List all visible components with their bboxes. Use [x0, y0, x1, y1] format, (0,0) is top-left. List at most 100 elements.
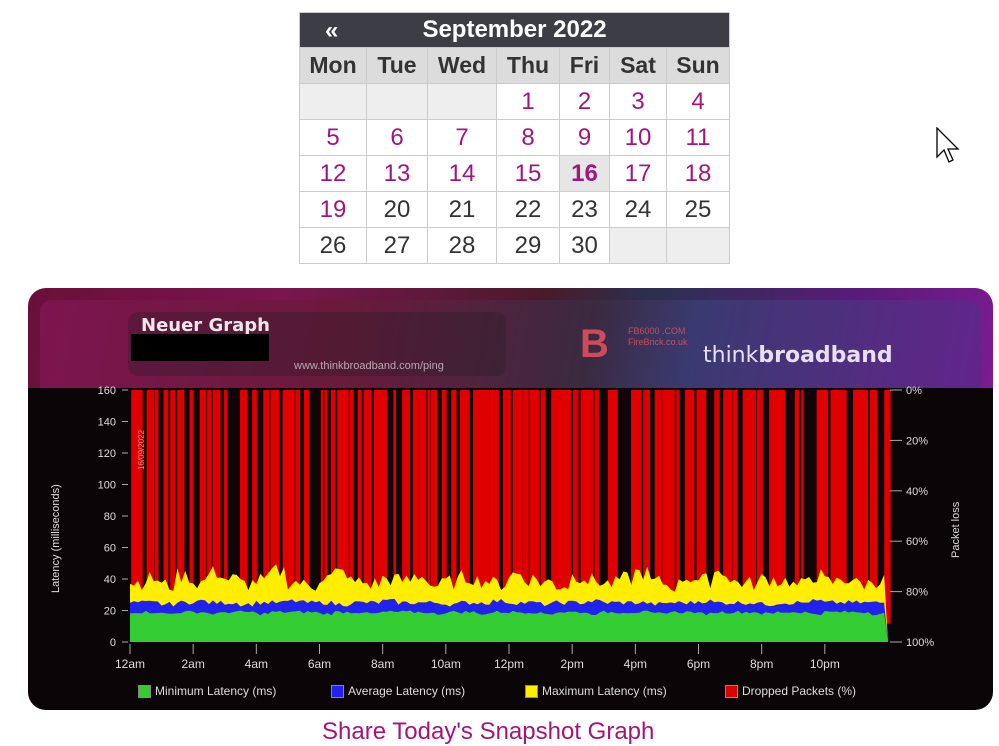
day-link[interactable]: 8 — [521, 123, 535, 151]
dropped-packets-bar — [320, 390, 324, 612]
dropped-packets-bar — [657, 390, 662, 635]
day-link[interactable]: 7 — [455, 123, 469, 151]
dropped-packets-bar — [420, 390, 427, 626]
thinkbroadband-logo: thinkbroadband — [703, 343, 893, 368]
x-tick-label: 2am — [181, 657, 204, 671]
legend-swatch — [138, 684, 151, 698]
dropped-packets-bar — [643, 390, 647, 625]
y2-axis-label: Packet loss — [950, 501, 962, 558]
dropped-packets-bar — [342, 390, 349, 638]
dropped-packets-bar — [631, 390, 637, 612]
calendar-day: 2 — [559, 83, 610, 120]
dropped-packets-bar — [635, 390, 641, 621]
dropped-packets-bar — [774, 390, 781, 609]
dropped-packets-bar — [393, 390, 397, 612]
prev-month-link[interactable]: « — [325, 17, 339, 44]
legend-label: Maximum Latency (ms) — [542, 684, 667, 698]
dropped-packets-bar — [726, 390, 731, 634]
dropped-packets-bar — [756, 390, 762, 636]
dropped-packets-bar — [140, 390, 143, 624]
calendar-day: 28 — [427, 227, 497, 264]
calendar-day: 14 — [427, 155, 497, 192]
day-link[interactable]: 13 — [383, 159, 411, 187]
day-header: Wed — [427, 47, 497, 84]
calendar-day: 30 — [559, 227, 610, 264]
dropped-packets-bar — [611, 390, 616, 613]
dropped-packets-bar — [729, 390, 733, 638]
y2-tick-label: 80% — [906, 587, 928, 599]
day-link[interactable]: 9 — [577, 123, 592, 151]
dropped-packets-bar — [154, 390, 159, 611]
day-header: Mon — [299, 47, 367, 84]
calendar-week: 12 13 14 15 16 17 18 — [299, 155, 730, 192]
dropped-packets-bar — [243, 390, 248, 631]
dropped-packets-bar — [580, 390, 585, 640]
x-tick-label: 6pm — [687, 657, 710, 671]
dropped-packets-bar — [373, 390, 380, 632]
calendar-day: 20 — [366, 191, 428, 228]
dropped-packets-bar — [863, 390, 869, 630]
share-snapshot-link[interactable]: Share Today's Snapshot Graph — [322, 718, 655, 745]
dropped-packets-bar — [856, 390, 860, 607]
x-tick-label: 10pm — [810, 657, 840, 671]
dropped-packets-bar — [566, 390, 570, 616]
dropped-packets-bar — [363, 390, 370, 625]
dropped-packets-bar — [782, 390, 786, 631]
dropped-packets-bar — [170, 390, 174, 611]
y2-tick-label: 60% — [906, 536, 928, 548]
day-link[interactable]: 14 — [448, 159, 476, 187]
y-tick-label: 160 — [98, 385, 116, 397]
calendar-day: 9 — [559, 119, 610, 156]
mouse-cursor-icon — [936, 127, 960, 163]
y-tick-label: 80 — [104, 511, 116, 523]
dropped-packets-bar — [330, 390, 336, 615]
firebrick-logo: B — [580, 322, 609, 366]
day-link[interactable]: 3 — [631, 87, 645, 115]
day-link[interactable]: 17 — [624, 159, 652, 187]
dropped-packets-bar — [146, 390, 153, 641]
dropped-packets-bar — [853, 390, 856, 609]
y-tick-label: 120 — [98, 448, 116, 460]
y-tick-label: 100 — [98, 480, 116, 492]
x-tick-label: 8pm — [750, 657, 773, 671]
dropped-packets-bar — [631, 390, 634, 622]
dropped-packets-bar — [514, 390, 521, 635]
dropped-packets-bar — [750, 390, 757, 642]
dropped-packets-bar — [523, 390, 527, 614]
legend-item: Average Latency (ms) — [331, 684, 465, 698]
calendar-day: 19 — [299, 191, 367, 228]
dropped-packets-bar — [430, 390, 435, 615]
day-link[interactable]: 16 — [571, 159, 598, 187]
day-link[interactable]: 11 — [685, 123, 711, 151]
day-link[interactable]: 15 — [514, 159, 542, 187]
calendar-day: 15 — [496, 155, 560, 192]
dropped-packets-bar — [303, 390, 309, 622]
dropped-packets-bar — [732, 390, 738, 616]
dropped-packets-bar — [367, 390, 372, 622]
dropped-packets-bar — [479, 390, 483, 636]
calendar-day: 12 — [299, 155, 367, 192]
dropped-packets-bar — [576, 390, 579, 617]
dropped-packets-bar — [136, 390, 140, 634]
day-link[interactable]: 19 — [319, 195, 347, 223]
dropped-packets-bar — [203, 390, 207, 613]
legend-swatch — [725, 684, 738, 698]
dropped-packets-bar — [716, 390, 720, 624]
dropped-packets-bar — [742, 390, 747, 619]
legend-swatch — [525, 684, 538, 698]
day-link[interactable]: 4 — [691, 87, 705, 115]
dropped-packets-bar — [512, 390, 516, 618]
dropped-packets-bar — [137, 390, 142, 609]
dropped-packets-bar — [199, 390, 205, 629]
day-link[interactable]: 2 — [577, 87, 592, 115]
day-link[interactable]: 18 — [684, 159, 712, 187]
x-tick-label: 6am — [308, 657, 331, 671]
day-link[interactable]: 6 — [390, 123, 404, 151]
day-link[interactable]: 5 — [326, 123, 340, 151]
calendar-day: 29 — [496, 227, 560, 264]
y2-tick-label: 40% — [906, 486, 928, 498]
day-link[interactable]: 12 — [319, 159, 347, 187]
y-tick-label: 40 — [104, 574, 116, 586]
day-link[interactable]: 1 — [521, 87, 535, 115]
day-link[interactable]: 10 — [624, 123, 652, 151]
